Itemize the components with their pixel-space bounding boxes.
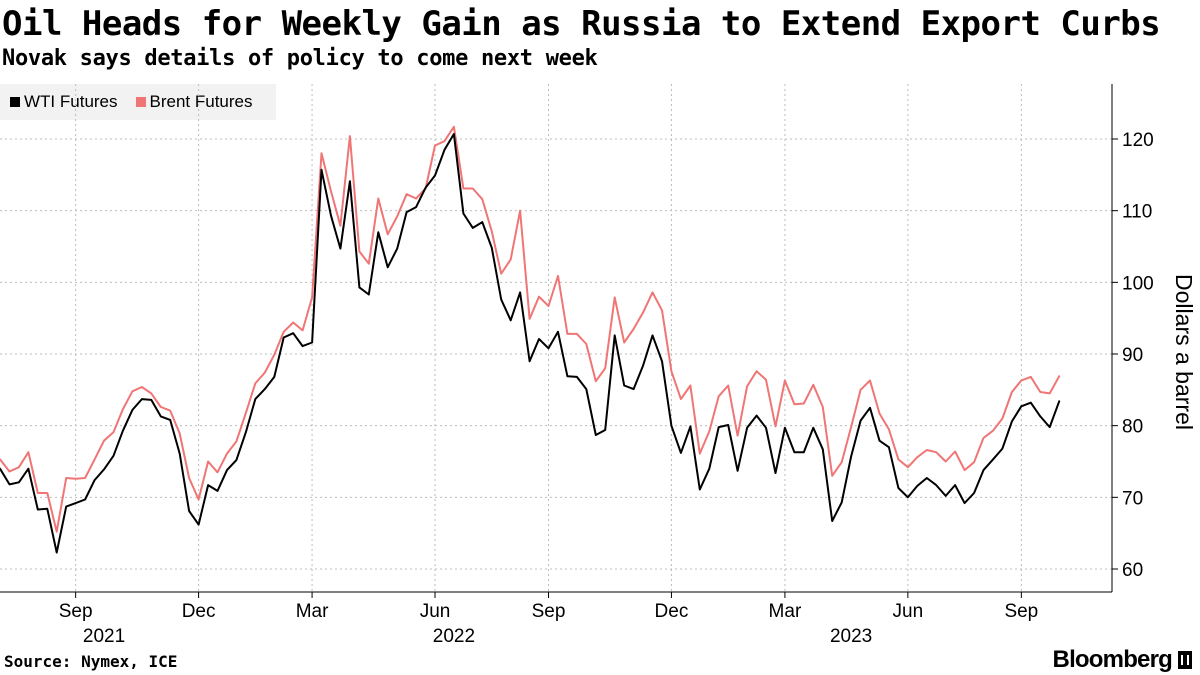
legend-item-brent: Brent Futures — [135, 92, 253, 112]
bloomberg-mark-icon — [1178, 651, 1192, 669]
x-tick-label: Sep — [532, 601, 566, 622]
legend-label-brent: Brent Futures — [149, 92, 253, 111]
y-tick-label: 110 — [1122, 202, 1152, 223]
x-tick-label: Dec — [655, 601, 689, 622]
legend-swatch-wti — [10, 97, 20, 107]
legend-swatch-brent — [135, 97, 146, 107]
x-tick-label: Dec — [182, 601, 216, 622]
page-subtitle: Novak says details of policy to come nex… — [2, 46, 598, 71]
x-tick-label: Mar — [769, 601, 802, 622]
series-line-brent — [0, 125, 1061, 533]
x-tick-label: Jun — [893, 601, 924, 622]
y-tick-label: 80 — [1122, 417, 1143, 438]
x-year-label: 2023 — [830, 626, 872, 647]
legend-item-wti: WTI Futures — [10, 92, 118, 112]
x-tick-label: Sep — [1004, 601, 1038, 622]
chart-legend: WTI Futures Brent Futures — [0, 84, 276, 120]
source-note: Source: Nymex, ICE — [4, 652, 178, 671]
y-axis-title: Dollars a barrel — [1171, 274, 1197, 430]
x-tick-label: Sep — [59, 601, 93, 622]
bloomberg-logo: Bloomberg — [1053, 646, 1192, 674]
y-tick-label: 70 — [1122, 488, 1143, 509]
series-line-wti — [0, 133, 1061, 554]
x-tick-label: Mar — [296, 601, 329, 622]
legend-label-wti: WTI Futures — [24, 92, 118, 111]
y-tick-label: 90 — [1122, 345, 1143, 366]
brand-name: Bloomberg — [1052, 646, 1173, 673]
y-tick-label: 60 — [1122, 560, 1143, 581]
y-tick-label: 120 — [1122, 130, 1154, 151]
x-year-label: 2021 — [83, 626, 125, 647]
x-year-label: 2022 — [433, 626, 475, 647]
x-tick-label: Jun — [420, 601, 451, 622]
y-tick-label: 100 — [1122, 273, 1154, 294]
page-title: Oil Heads for Weekly Gain as Russia to E… — [2, 4, 1161, 44]
